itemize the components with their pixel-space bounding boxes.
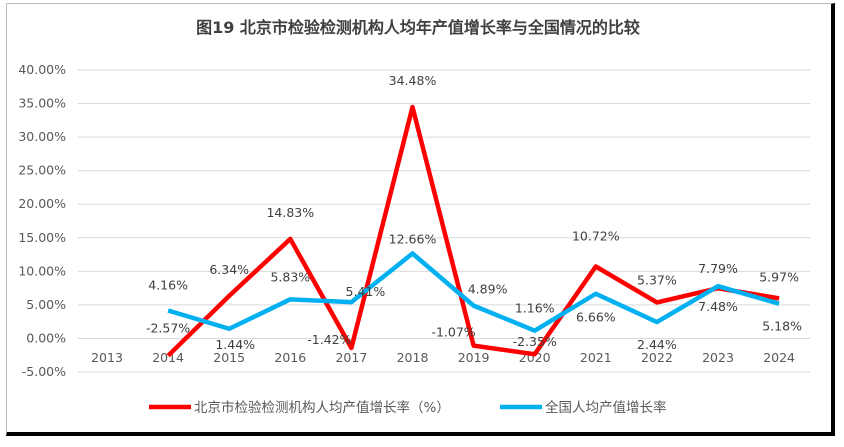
x-tick-label: 2018	[397, 350, 429, 365]
x-tick-label: 2024	[763, 350, 795, 365]
x-tick-label: 2015	[213, 350, 245, 365]
data-label: -2.57%	[146, 321, 190, 336]
data-label: 7.48%	[698, 299, 738, 314]
y-tick-label: 35.00%	[18, 96, 66, 111]
x-tick-label: 2013	[91, 350, 123, 365]
data-label: 5.97%	[759, 269, 799, 284]
y-tick-label: -5.00%	[22, 364, 66, 379]
data-label: 5.18%	[762, 319, 802, 334]
series-line-0	[166, 104, 780, 358]
data-label: 14.83%	[266, 205, 314, 220]
x-tick-label: 2021	[580, 350, 612, 365]
data-label: -1.07%	[431, 325, 475, 340]
y-tick-label: 5.00%	[26, 297, 66, 312]
data-label: -2.35%	[513, 334, 557, 349]
data-label: 12.66%	[389, 231, 437, 246]
data-label: 4.89%	[468, 282, 508, 297]
x-tick-label: 2023	[702, 350, 734, 365]
y-tick-label: 25.00%	[18, 163, 66, 178]
data-label: 6.34%	[209, 262, 249, 277]
data-label: 4.16%	[148, 278, 188, 293]
chart-frame	[6, 3, 835, 436]
x-tick-label: 2022	[641, 350, 673, 365]
y-tick-label: 40.00%	[18, 62, 66, 77]
y-tick-label: 20.00%	[18, 196, 66, 211]
x-tick-label: 2017	[335, 350, 367, 365]
x-tick-label: 2016	[274, 350, 306, 365]
x-tick-label: 2019	[458, 350, 490, 365]
y-tick-label: 15.00%	[18, 230, 66, 245]
legend-label: 北京市检验检测机构人均产值增长率（%）	[194, 399, 450, 416]
data-label: 7.79%	[698, 261, 738, 276]
data-label: 2.44%	[637, 337, 677, 352]
data-label: 34.48%	[389, 73, 437, 88]
data-label: 10.72%	[572, 229, 620, 244]
data-label: -1.42%	[307, 332, 351, 347]
legend-label: 全国人均产值增长率	[545, 399, 667, 416]
data-label: 1.16%	[515, 301, 555, 316]
y-tick-label: 30.00%	[18, 129, 66, 144]
chart-title: 图19 北京市检验检测机构人均年产值增长率与全国情况的比较	[196, 18, 640, 37]
x-tick-label: 2014	[152, 350, 184, 365]
y-tick-label: 0.00%	[26, 330, 66, 345]
data-label: 1.44%	[215, 337, 255, 352]
data-label: 5.83%	[270, 269, 310, 284]
data-label: 5.37%	[637, 272, 677, 287]
data-label: 6.66%	[576, 310, 616, 325]
data-label: 5.41%	[346, 284, 386, 299]
y-tick-label: 10.00%	[18, 263, 66, 278]
